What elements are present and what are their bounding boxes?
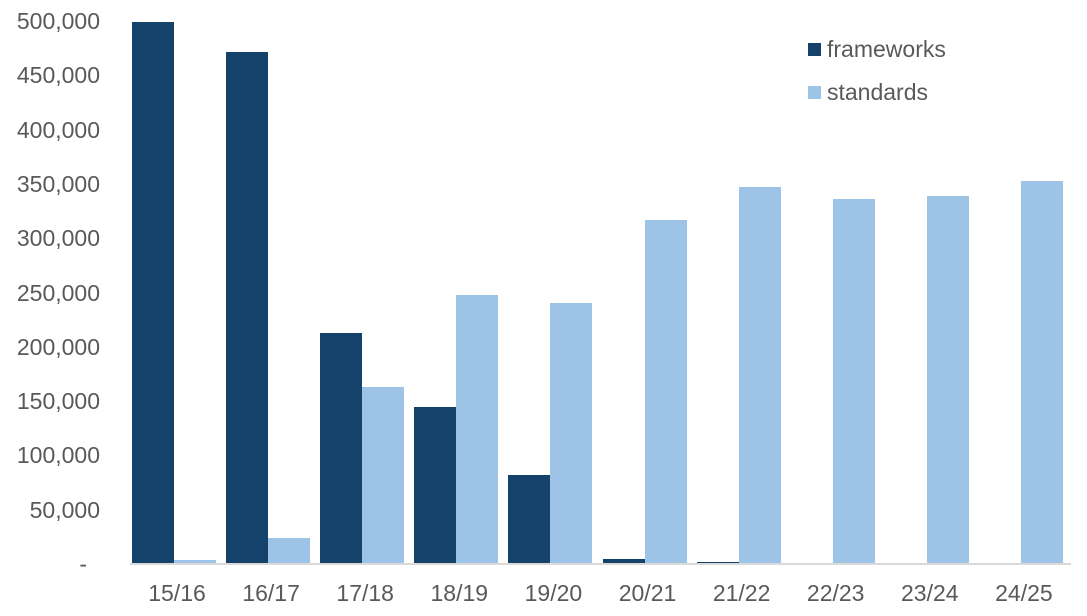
legend-item-frameworks: frameworks bbox=[808, 36, 946, 63]
x-tick-label: 24/25 bbox=[995, 580, 1053, 606]
y-tick-label: 300,000 bbox=[16, 225, 100, 252]
bar-standards-16-17 bbox=[268, 537, 311, 564]
x-tick-label: 19/20 bbox=[524, 580, 583, 606]
y-tick-label: 250,000 bbox=[16, 279, 100, 306]
legend-swatch-standards bbox=[808, 86, 821, 99]
bar-standards-18-19 bbox=[456, 294, 499, 564]
bar-frameworks-15-16 bbox=[132, 22, 174, 564]
bar-standards-19-20 bbox=[550, 303, 593, 564]
x-tick-label: 22/23 bbox=[806, 580, 865, 606]
y-tick-label: 350,000 bbox=[16, 170, 100, 197]
bar-standards-23-24 bbox=[926, 195, 969, 564]
bar-standards-20-21 bbox=[644, 219, 687, 564]
y-tick-label: 200,000 bbox=[16, 333, 100, 360]
y-tick-label: - bbox=[79, 551, 87, 577]
x-axis-line bbox=[130, 563, 1071, 565]
x-tick-label: 15/16 bbox=[148, 580, 206, 606]
bar-standards-15-16 bbox=[174, 559, 216, 564]
bar-frameworks-20-21 bbox=[602, 558, 645, 564]
bar-frameworks-17-18 bbox=[320, 332, 363, 564]
x-tick-label: 18/19 bbox=[430, 580, 489, 606]
x-tick-label: 23/24 bbox=[901, 580, 959, 606]
x-tick-label: 17/18 bbox=[336, 580, 394, 606]
bar-standards-24-25 bbox=[1020, 180, 1063, 564]
bar-standards-22-23 bbox=[832, 199, 875, 564]
bar-frameworks-21-22 bbox=[696, 561, 739, 564]
y-tick-label: 100,000 bbox=[16, 442, 100, 469]
y-tick-label: 150,000 bbox=[16, 388, 100, 415]
x-tick-label: 20/21 bbox=[618, 580, 677, 606]
legend-item-standards: standards bbox=[808, 79, 928, 106]
y-tick-label: 450,000 bbox=[16, 62, 100, 89]
bar-standards-21-22 bbox=[738, 187, 781, 564]
legend-swatch-frameworks bbox=[808, 43, 821, 56]
legend-label: standards bbox=[827, 79, 929, 105]
x-tick-label: 21/22 bbox=[712, 580, 771, 606]
y-tick-label: 400,000 bbox=[16, 116, 100, 143]
bar-frameworks-19-20 bbox=[508, 474, 551, 564]
y-tick-label: 50,000 bbox=[29, 496, 100, 523]
legend-label: frameworks bbox=[827, 36, 946, 62]
bar-frameworks-18-19 bbox=[414, 406, 457, 564]
bar-standards-17-18 bbox=[362, 386, 405, 564]
bar-frameworks-16-17 bbox=[226, 52, 269, 564]
y-tick-label: 500,000 bbox=[16, 8, 100, 34]
x-tick-label: 16/17 bbox=[242, 580, 300, 606]
